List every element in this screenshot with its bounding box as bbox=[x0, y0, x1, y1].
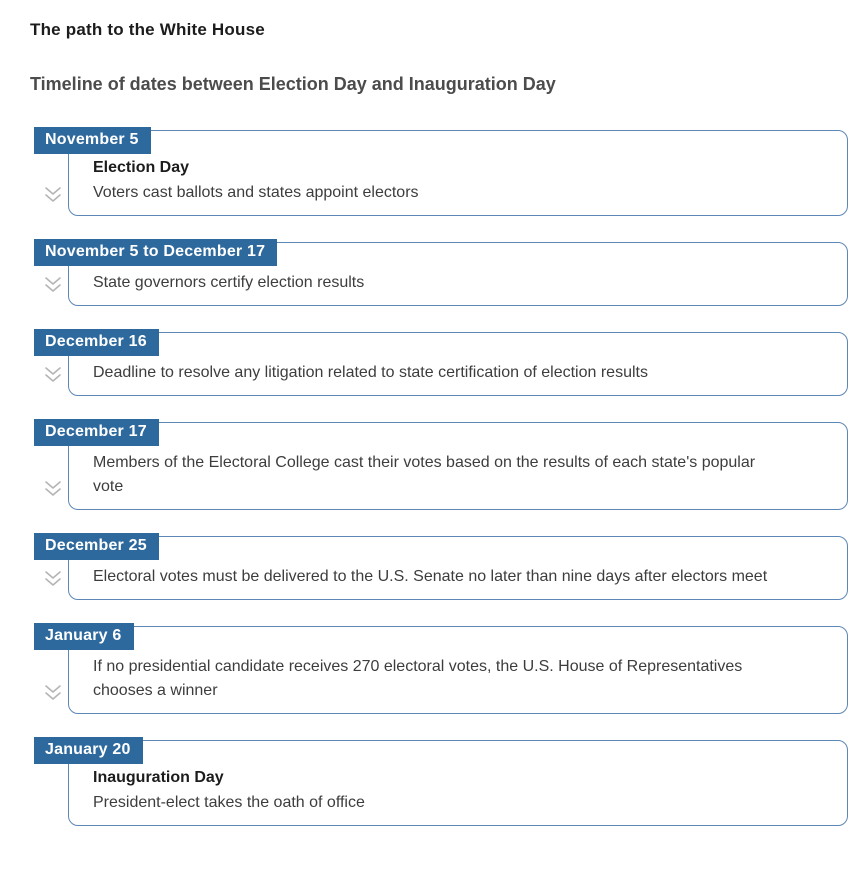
timeline-card: December 17 Members of the Electoral Col… bbox=[34, 419, 848, 510]
card-description: Members of the Electoral College cast th… bbox=[93, 454, 756, 495]
timeline-card: January 20 Inauguration Day President-el… bbox=[34, 737, 848, 826]
double-chevron-down-icon[interactable] bbox=[43, 276, 63, 293]
date-badge-label: January 20 bbox=[45, 741, 131, 758]
date-badge: December 17 bbox=[34, 419, 159, 446]
card-content: Deadline to resolve any litigation relat… bbox=[93, 361, 827, 385]
page-subtitle: Timeline of dates between Election Day a… bbox=[30, 74, 556, 94]
card-description: State governors certify election results bbox=[93, 274, 365, 291]
card-content: Election Day Voters cast ballots and sta… bbox=[93, 159, 827, 205]
date-badge-label: November 5 bbox=[45, 131, 139, 148]
date-badge-label: December 16 bbox=[45, 333, 147, 350]
double-chevron-down-icon[interactable] bbox=[43, 366, 63, 383]
timeline: November 5 Election Day Voters cast ball… bbox=[30, 127, 848, 826]
card-description: Deadline to resolve any litigation relat… bbox=[93, 364, 648, 381]
exclamation-mark: ! bbox=[136, 313, 142, 330]
card-content: Inauguration Day President-elect takes t… bbox=[93, 769, 827, 815]
double-chevron-down-icon[interactable] bbox=[43, 480, 63, 497]
card-description: Voters cast ballots and states appoint e… bbox=[93, 184, 419, 201]
date-badge: January 6 bbox=[34, 623, 134, 650]
double-chevron-down-icon[interactable] bbox=[43, 684, 63, 701]
date-badge: November 5 to December 17 bbox=[34, 239, 278, 266]
timeline-card: January 6 If no presidential candidate r… bbox=[34, 623, 848, 714]
date-badge: January 20 bbox=[34, 737, 143, 764]
date-badge: December 16 ! bbox=[34, 310, 159, 356]
card-title: Election Day bbox=[93, 159, 190, 176]
date-badge-label: December 25 bbox=[45, 537, 147, 554]
card-description: If no presidential candidate receives 27… bbox=[93, 658, 743, 699]
card-title: Inauguration Day bbox=[93, 769, 224, 786]
timeline-card: December 25 Electoral votes must be deli… bbox=[34, 533, 848, 600]
page-title: The path to the White House bbox=[30, 20, 265, 39]
date-badge-label: December 17 bbox=[45, 423, 147, 440]
card-description: Electoral votes must be delivered to the… bbox=[93, 568, 768, 585]
timeline-card: November 5 Election Day Voters cast ball… bbox=[34, 127, 848, 216]
timeline-card: November 5 to December 17 State governor… bbox=[34, 239, 848, 306]
card-content: Members of the Electoral College cast th… bbox=[93, 451, 827, 499]
card-content: State governors certify election results bbox=[93, 271, 827, 295]
card-content: If no presidential candidate receives 27… bbox=[93, 655, 827, 703]
timeline-card: December 16 ! Deadline to resolve any li… bbox=[34, 310, 848, 396]
date-badge-label: November 5 to December 17 bbox=[45, 243, 266, 260]
card-description: President-elect takes the oath of office bbox=[93, 794, 365, 811]
double-chevron-down-icon[interactable] bbox=[43, 570, 63, 587]
card-content: Electoral votes must be delivered to the… bbox=[93, 565, 827, 589]
double-chevron-down-icon[interactable] bbox=[43, 186, 63, 203]
date-badge-label: January 6 bbox=[45, 627, 122, 644]
date-badge: November 5 bbox=[34, 127, 151, 154]
date-badge: December 25 bbox=[34, 533, 159, 560]
